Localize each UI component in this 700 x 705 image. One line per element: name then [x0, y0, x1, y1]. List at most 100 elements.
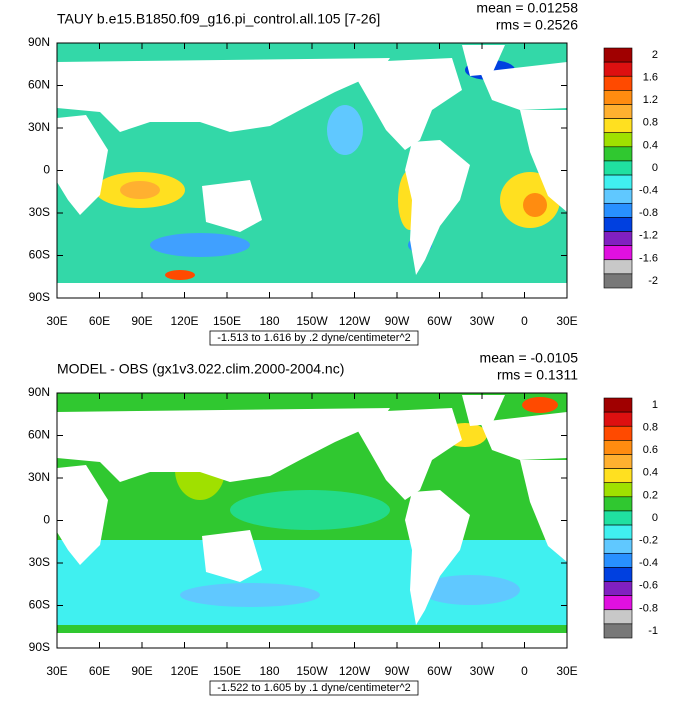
rms-label: rms = 0.2526	[496, 17, 578, 33]
colorbar-box	[603, 160, 633, 176]
map-panel-1	[56, 42, 568, 299]
lat-label: 30S	[29, 205, 50, 219]
colorbar-box	[603, 231, 633, 246]
lat-label: 60N	[28, 428, 50, 442]
map-panel-2	[56, 392, 568, 649]
range-label: -1.513 to 1.616 by .2 dyne/centimeter^2	[217, 332, 411, 344]
colorbar-label: -0.8	[639, 602, 658, 614]
colorbar-label: 0.4	[643, 139, 658, 151]
colorbar-box	[603, 188, 633, 204]
colorbar-box	[603, 468, 633, 484]
lat-label: 90S	[29, 640, 50, 654]
colorbar-label: 1.6	[643, 72, 658, 84]
colorbar-box	[603, 538, 633, 554]
lon-label: 0	[521, 664, 528, 678]
lon-label: 150E	[213, 664, 241, 678]
colorbar-box	[603, 623, 633, 639]
colorbar-label: -2	[648, 275, 658, 287]
colorbar-label: -0.4	[639, 557, 658, 569]
lat-label: 0	[43, 513, 50, 527]
colorbar-box	[603, 552, 633, 568]
lon-label: 60W	[427, 664, 452, 678]
lon-label: 90W	[385, 664, 410, 678]
colorbar-box	[603, 75, 633, 91]
colorbar-box	[603, 245, 633, 261]
colorbar-label: -1	[648, 625, 658, 637]
colorbar-label: 0.6	[643, 444, 658, 456]
panel-title: TAUY b.e15.B1850.f09_g16.pi_control.all.…	[57, 11, 380, 27]
colorbar-label: 0.4	[643, 467, 658, 479]
colorbar-label: 0.8	[643, 117, 658, 129]
colorbar-box	[603, 397, 633, 413]
range-box	[209, 680, 419, 696]
colorbar-label: 2	[652, 49, 658, 61]
colorbar-label: 0	[652, 512, 658, 524]
colorbar-box	[603, 273, 633, 289]
lat-label: 90S	[29, 290, 50, 304]
lat-label: 90N	[28, 35, 50, 49]
lon-label: 150W	[296, 664, 328, 678]
colorbar-box	[603, 482, 633, 498]
lon-label: 30W	[470, 664, 495, 678]
lon-label: 90E	[131, 664, 152, 678]
colorbar-box	[603, 510, 633, 526]
colorbar-box	[603, 425, 633, 441]
lon-label: 120W	[339, 664, 371, 678]
colorbar-label: -0.8	[639, 207, 658, 219]
lon-label: 150E	[213, 314, 241, 328]
lat-label: 90N	[28, 385, 50, 399]
colorbar-label: 0.8	[643, 422, 658, 434]
colorbar-box	[603, 47, 633, 63]
colorbar-box	[603, 174, 633, 190]
colorbar-box	[603, 496, 633, 512]
colorbar-box	[603, 581, 633, 596]
colorbar-label: 0	[652, 162, 658, 174]
range-box	[209, 330, 419, 346]
lon-label: 120E	[170, 314, 198, 328]
colorbar-label: 0.2	[643, 489, 658, 501]
lat-label: 60S	[29, 598, 50, 612]
lon-label: 60E	[89, 664, 110, 678]
colorbar-box	[603, 567, 633, 582]
colorbar-box	[603, 146, 633, 162]
lon-label: 120E	[170, 664, 198, 678]
lon-label: 30E	[556, 314, 577, 328]
colorbar-box	[603, 454, 633, 469]
colorbar-box	[603, 61, 633, 77]
colorbar-box	[603, 202, 633, 218]
lon-label: 30E	[556, 664, 577, 678]
colorbar-box	[603, 118, 633, 134]
lon-label: 180	[259, 314, 279, 328]
colorbar-label: -0.6	[639, 580, 658, 592]
lat-label: 30N	[28, 470, 50, 484]
colorbar-box	[603, 595, 633, 611]
colorbar-label: -0.2	[639, 534, 658, 546]
colorbar-box	[603, 440, 633, 455]
lat-label: 30N	[28, 120, 50, 134]
colorbar-box	[603, 609, 633, 625]
lon-label: 60E	[89, 314, 110, 328]
lat-label: 60N	[28, 78, 50, 92]
colorbar-box	[603, 132, 633, 148]
lon-label: 180	[259, 664, 279, 678]
lon-label: 90W	[385, 314, 410, 328]
lat-label: 0	[43, 163, 50, 177]
lon-label: 90E	[131, 314, 152, 328]
colorbar-label: -1.6	[639, 252, 658, 264]
colorbar-label: -1.2	[639, 230, 658, 242]
lon-label: 150W	[296, 314, 328, 328]
colorbar-label: 1.2	[643, 94, 658, 106]
colorbar-label: -0.4	[639, 184, 658, 196]
mean-label: mean = -0.0105	[480, 350, 579, 366]
lat-label: 30S	[29, 555, 50, 569]
colorbar-box	[603, 104, 633, 119]
panel-title: MODEL - OBS (gx1v3.022.clim.2000-2004.nc…	[57, 361, 344, 377]
lat-label: 60S	[29, 248, 50, 262]
lon-label: 30E	[46, 664, 67, 678]
colorbar-box	[603, 217, 633, 232]
colorbar-box	[603, 524, 633, 540]
colorbar-label: 1	[652, 399, 658, 411]
colorbar-box	[603, 90, 633, 105]
lon-label: 120W	[339, 314, 371, 328]
